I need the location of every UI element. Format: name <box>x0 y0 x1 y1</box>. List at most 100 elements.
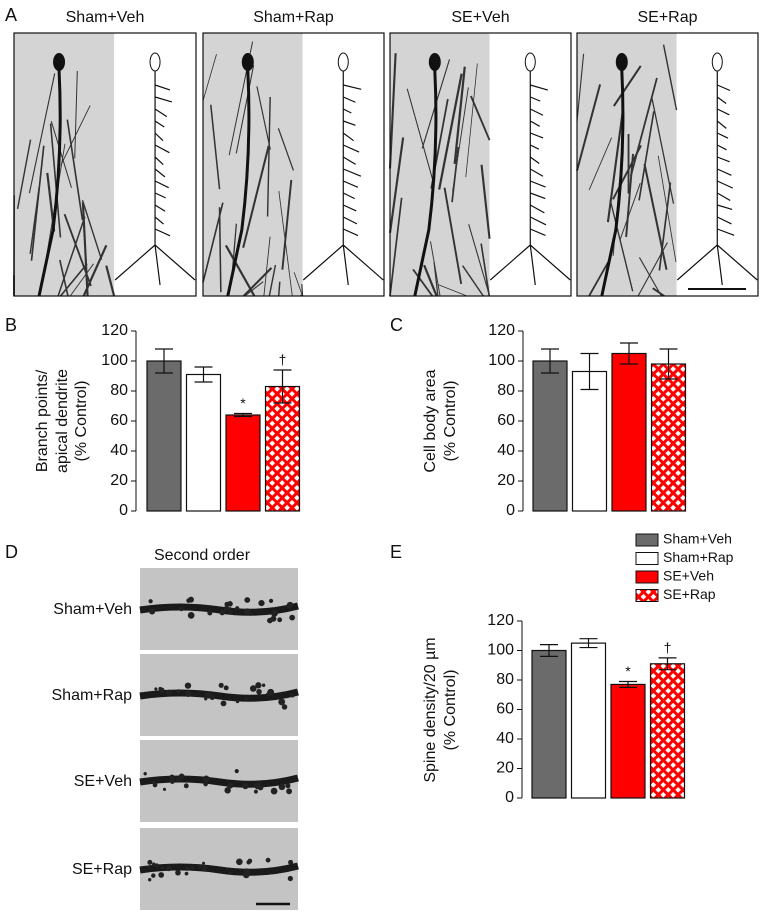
y-axis-label: (% Control) <box>73 381 90 462</box>
spine <box>290 693 294 697</box>
spine <box>185 872 189 876</box>
spine <box>243 872 250 879</box>
spine <box>244 597 250 603</box>
significance-mark: † <box>664 640 672 656</box>
spine <box>288 860 293 865</box>
spine <box>271 610 278 617</box>
y-tick-label: 120 <box>488 322 515 339</box>
spine <box>289 615 295 621</box>
spine <box>242 783 248 789</box>
bar <box>266 387 300 512</box>
spine <box>287 602 294 609</box>
bar <box>187 375 221 512</box>
significance-mark: * <box>625 663 631 679</box>
soma <box>616 53 628 71</box>
y-tick-label: 120 <box>101 322 128 339</box>
spine <box>266 693 270 697</box>
tracing <box>490 71 570 285</box>
bar <box>612 354 646 512</box>
tracing <box>677 71 757 285</box>
row-label: SE+Rap <box>72 861 132 878</box>
spine <box>258 785 264 791</box>
spine <box>179 773 185 779</box>
bar <box>573 372 607 512</box>
y-tick-label: 20 <box>497 472 515 489</box>
y-tick-label: 0 <box>505 789 514 806</box>
bar <box>651 664 685 798</box>
panel-title: Second order <box>154 547 251 564</box>
spine <box>226 790 229 793</box>
spine <box>256 689 261 694</box>
spine <box>176 689 180 693</box>
spine <box>246 860 251 865</box>
legend-swatch <box>636 571 658 583</box>
spine <box>269 599 273 603</box>
y-tick-label: 100 <box>487 642 514 659</box>
image-label: Sham+Veh <box>66 9 145 26</box>
legend-swatch <box>636 590 658 602</box>
spine <box>227 601 233 607</box>
legend-swatch <box>636 553 658 565</box>
spine <box>169 775 174 780</box>
row-label: SE+Veh <box>74 773 132 790</box>
y-tick-label: 0 <box>506 502 515 519</box>
bar <box>226 415 260 511</box>
spine <box>151 873 155 877</box>
legend-label: Sham+Veh <box>663 531 732 547</box>
spine <box>221 700 227 706</box>
spine <box>166 865 172 871</box>
bar <box>572 643 606 798</box>
spine <box>257 782 260 785</box>
spine <box>191 866 194 869</box>
spine <box>277 617 282 622</box>
spine <box>149 608 155 614</box>
soma <box>242 53 254 71</box>
spine <box>207 610 212 615</box>
image-label: SE+Veh <box>451 9 509 26</box>
row-label: Sham+Veh <box>53 601 132 618</box>
spine <box>229 871 233 875</box>
spine <box>166 690 172 696</box>
tracing-soma <box>338 53 348 71</box>
spine <box>282 704 287 709</box>
tracing <box>303 71 383 285</box>
tracing-soma <box>712 53 722 71</box>
spine <box>147 860 152 865</box>
spine <box>254 790 258 794</box>
spine <box>201 865 207 871</box>
spine <box>229 611 233 615</box>
y-axis-label: apical dendrite <box>54 369 71 473</box>
spine <box>219 683 224 688</box>
y-tick-label: 20 <box>110 472 128 489</box>
spine <box>285 783 290 788</box>
y-tick-label: 80 <box>497 382 515 399</box>
y-tick-label: 20 <box>496 760 514 777</box>
legend-swatch <box>636 534 658 546</box>
panel-letter: E <box>390 542 402 562</box>
y-tick-label: 40 <box>110 442 128 459</box>
y-tick-label: 120 <box>487 612 514 629</box>
row-label: Sham+Rap <box>52 687 133 704</box>
spine <box>184 783 189 788</box>
spine <box>227 782 234 789</box>
image-label: SE+Rap <box>637 9 697 26</box>
spine <box>188 612 195 619</box>
y-tick-label: 60 <box>497 412 515 429</box>
spine <box>203 782 208 787</box>
spine <box>245 697 249 701</box>
legend-label: SE+Rap <box>663 586 716 602</box>
spine <box>185 691 191 697</box>
legend-label: SE+Veh <box>663 568 714 584</box>
soma <box>429 53 441 71</box>
y-tick-label: 80 <box>496 671 514 688</box>
panel-letter: A <box>5 5 17 25</box>
y-tick-label: 0 <box>119 502 128 519</box>
y-tick-label: 60 <box>496 701 514 718</box>
spine <box>266 858 271 863</box>
spine <box>224 606 229 611</box>
panel-letter: C <box>390 315 403 335</box>
spine <box>236 858 243 865</box>
spine <box>198 864 202 868</box>
y-axis-label: Spine density/20 µm <box>422 637 439 782</box>
